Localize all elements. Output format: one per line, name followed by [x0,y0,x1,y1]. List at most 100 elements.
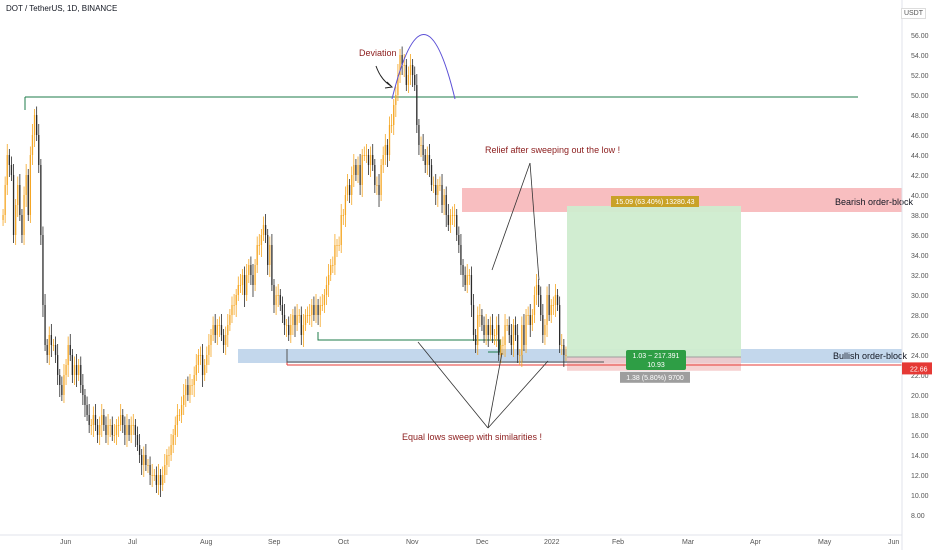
candle [107,414,109,445]
candle [71,349,74,383]
candle [399,49,401,83]
y-tick-label: 42.00 [911,173,929,180]
candle-body [487,325,489,335]
candle [523,314,525,351]
candle [48,326,50,365]
candle [63,364,65,403]
candle [311,299,313,327]
candle [504,314,506,357]
candle [342,209,344,225]
candle-body [237,285,239,295]
candle [401,46,403,75]
candle [269,236,271,277]
candle-body [122,415,124,425]
candle-body [222,335,225,345]
candle [563,339,565,367]
candle-body [435,185,437,195]
candle-body [548,295,550,315]
ratio-label: 1.03 ~ 217.391 [633,353,680,360]
candle-body [96,425,99,435]
equal-low-box-dark [286,349,604,363]
candle [243,266,246,307]
candle [441,174,443,213]
candle [233,294,235,315]
candle [120,404,122,431]
candle-body [409,65,412,75]
candle-body [145,455,147,465]
x-tick-label: Jun [60,539,71,546]
candle [487,319,489,347]
candle-body [540,295,542,315]
candle [256,236,258,273]
candle [283,304,286,335]
candle-body [141,455,143,465]
candle-body [258,245,260,246]
candle-body [159,475,162,485]
stop-badge: 1.38 (5.80%) 9700 [620,371,690,383]
candle-body [117,425,120,426]
x-tick-label: Nov [406,539,419,546]
candle [355,159,357,181]
candle [12,164,15,243]
candle [235,289,237,317]
candle-body [397,75,399,95]
candle-body [535,285,538,295]
candle [422,134,424,161]
candle-body [80,365,82,385]
candle [134,419,137,447]
y-tick-label: 10.00 [911,493,929,500]
candle [153,469,155,481]
candle [474,329,477,353]
candle-body [348,185,351,195]
candle-body [176,415,179,425]
candle [281,296,284,323]
candle-body [151,475,153,476]
candle-body [199,355,202,356]
candle-body [403,65,405,66]
candle-body [101,415,103,425]
candle [15,199,17,245]
candle [109,419,111,437]
candle-body [94,415,97,425]
candle [544,319,546,345]
candle [69,334,71,361]
candle-body [63,375,65,395]
candle-body [67,345,69,365]
candle [136,426,139,451]
candle [52,339,55,351]
candle-body [424,155,426,165]
candle [292,309,294,335]
candle [344,186,347,227]
candle [533,286,536,323]
candle [176,404,179,437]
candle [369,146,372,177]
currency-label[interactable]: USDT [900,8,926,19]
x-tick-label: Oct [338,539,349,546]
candle-body [529,315,531,325]
candle-body [252,275,254,285]
candle-body [340,215,342,245]
candle [502,336,504,355]
candle [33,109,36,147]
candle-body [519,355,521,356]
candle-body [277,295,279,296]
candle [470,266,473,317]
y-tick-label: 56.00 [911,33,929,40]
candle-body [214,325,216,335]
candle [443,189,445,215]
candle [483,316,485,343]
candle [432,176,435,193]
candle [208,334,210,365]
candle-body [132,425,134,426]
candle-body [430,165,433,185]
candle-body [443,195,445,205]
candle-body [367,155,370,165]
candle [145,444,147,471]
candle-body [208,345,210,355]
candle-body [201,355,204,375]
candle [65,359,67,385]
candle [346,174,349,201]
candle [424,149,426,173]
